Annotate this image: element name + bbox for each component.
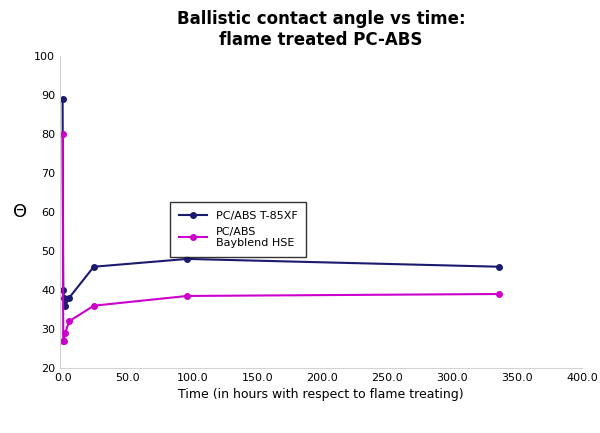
PC/ABS
Bayblend HSE [65,319,73,324]
PC/ABS T-85XF [65,295,73,301]
Title: Ballistic contact angle vs time:
flame treated PC-ABS: Ballistic contact angle vs time: flame t… [176,10,466,49]
PC/ABS T-85XF [60,295,67,301]
PC/ABS T-85XF [59,97,66,102]
Y-axis label: Θ: Θ [13,203,28,221]
PC/ABS
Bayblend HSE [59,338,67,343]
PC/ABS
Bayblend HSE [62,330,69,336]
X-axis label: Time (in hours with respect to flame treating): Time (in hours with respect to flame tre… [178,388,464,401]
PC/ABS
Bayblend HSE [59,132,66,137]
Line: PC/ABS
Bayblend HSE: PC/ABS Bayblend HSE [60,132,502,343]
PC/ABS T-85XF [90,264,97,269]
PC/ABS T-85XF [184,256,191,262]
PC/ABS T-85XF [495,264,502,269]
Legend: PC/ABS T-85XF, PC/ABS
Bayblend HSE: PC/ABS T-85XF, PC/ABS Bayblend HSE [170,202,306,257]
PC/ABS
Bayblend HSE [60,338,67,343]
PC/ABS T-85XF [62,303,69,308]
PC/ABS
Bayblend HSE [184,294,191,299]
Line: PC/ABS T-85XF: PC/ABS T-85XF [60,97,502,308]
PC/ABS
Bayblend HSE [90,303,97,308]
PC/ABS T-85XF [59,288,67,293]
PC/ABS
Bayblend HSE [495,291,502,297]
